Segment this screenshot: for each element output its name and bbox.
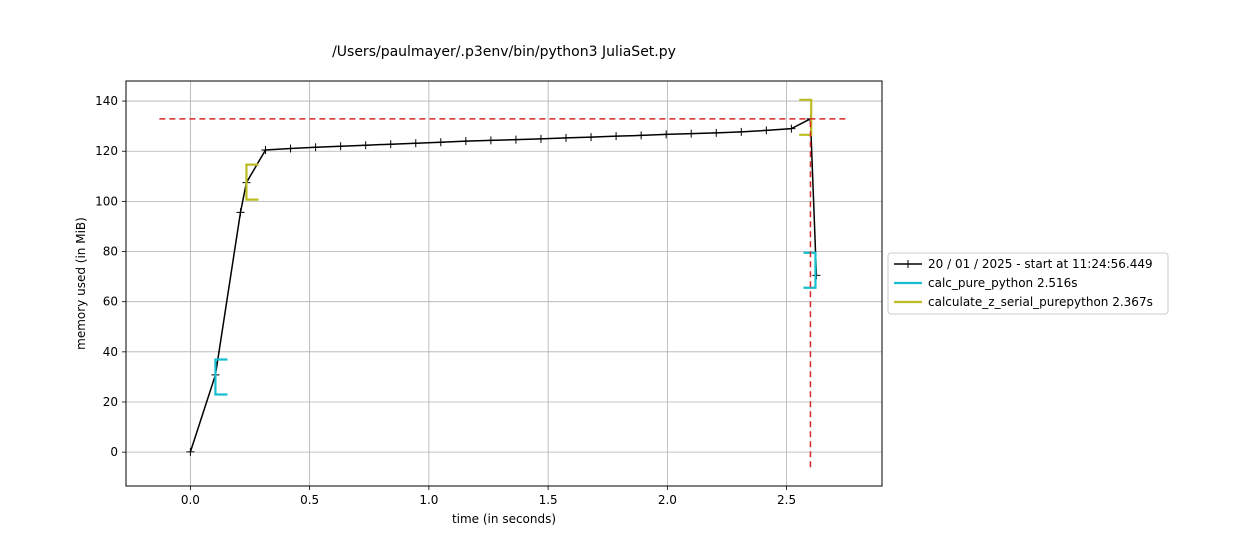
memory-point-marker [762,126,771,135]
memory-point-marker [361,141,370,150]
x-axis-title: time (in seconds) [452,512,556,526]
legend: 20 / 01 / 2025 - start at 11:24:56.449 ca… [887,252,1169,315]
y-tick-label: 40 [103,345,118,359]
memory-point-marker [737,127,746,136]
memory-point-marker [787,124,796,133]
x-tick-label: 0.0 [181,493,200,507]
memory-point-marker [236,208,245,217]
memory-point-marker [336,142,345,151]
calc-pure-python-end-bracket [803,251,817,289]
memory-point-marker [311,143,320,152]
memory-point-marker [286,144,295,153]
x-tick-label: 2.0 [658,493,677,507]
memory-point-marker [461,137,470,146]
memory-point-marker [562,133,571,142]
x-tick-label: 2.5 [777,493,796,507]
y-axis-title: memory used (in MiB) [74,217,88,350]
calculate-z-serial-legend-label: calculate_z_serial_purepython 2.367s [928,295,1153,309]
y-tick-label: 100 [95,194,118,208]
legend-box [887,252,1169,315]
memory-point-marker [587,133,596,142]
memory-point-marker [261,145,270,154]
memory-point-marker [637,131,646,140]
x-tick-label: 0.5 [300,493,319,507]
memory-series-line [189,117,818,453]
y-tick-label: 80 [103,245,118,259]
memory-point-marker [386,140,395,149]
memory-series-legend-label: 20 / 01 / 2025 - start at 11:24:56.449 [928,257,1153,271]
memory-point-marker [662,130,671,139]
y-tick-label: 60 [103,295,118,309]
calculate-z-serial-end-bracket [799,98,813,136]
y-axis-ticks: 0 20 40 60 80 100 120 140 [95,94,126,459]
legend-marker-icon [904,260,912,268]
memory-point-marker [486,136,495,145]
memory-point-marker [536,134,545,143]
memory-point-marker [612,132,621,141]
memory-point-marker [411,139,420,148]
plot-area-frame [125,80,883,487]
memory-point-marker [186,447,195,456]
y-tick-label: 0 [110,445,118,459]
memory-point-marker [712,128,721,137]
x-tick-label: 1.0 [419,493,438,507]
y-tick-label: 140 [95,94,118,108]
grid-layer [126,81,882,486]
data-layer [159,98,849,468]
y-tick-label: 120 [95,144,118,158]
memory-point-marker [511,135,520,144]
calc-pure-python-start-bracket [214,358,228,396]
memory-point-marker [687,129,696,138]
chart-title: /Users/paulmayer/.p3env/bin/python3 Juli… [332,44,676,60]
calc-pure-python-legend-label: calc_pure_python 2.516s [928,276,1078,290]
x-tick-label: 1.5 [539,493,558,507]
calculate-z-serial-start-bracket [245,163,259,201]
x-axis-ticks: 0.0 0.5 1.0 1.5 2.0 2.5 [181,486,796,507]
memory-point-marker [436,138,445,147]
y-tick-label: 20 [103,395,118,409]
